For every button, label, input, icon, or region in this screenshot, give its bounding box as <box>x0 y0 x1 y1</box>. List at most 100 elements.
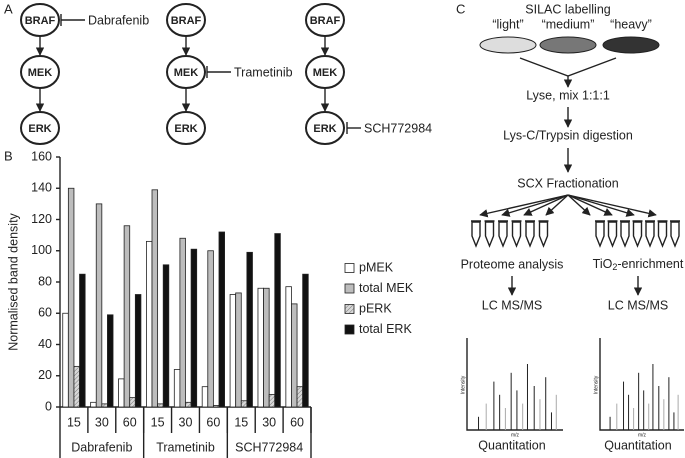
panel-c: SILAC labelling “light” “medium” “heavy”… <box>460 2 684 452</box>
y-tick-label: 20 <box>38 368 52 382</box>
spectrum-axes <box>599 338 684 431</box>
bar <box>263 287 270 408</box>
bar <box>107 314 114 408</box>
bar <box>123 225 131 408</box>
result: Quantitation <box>478 438 545 452</box>
bar <box>268 394 276 408</box>
x-tick-label: 15 <box>151 415 165 429</box>
ms: LC MS/MS <box>482 298 542 312</box>
dish <box>602 36 660 54</box>
bar <box>179 237 186 408</box>
inhibitor: SCH772984 <box>364 121 432 135</box>
bar <box>218 231 225 408</box>
bar <box>157 403 164 408</box>
node-label: BRAF <box>310 15 341 27</box>
tube <box>595 220 605 248</box>
y-tick-label: 100 <box>31 243 52 257</box>
x-tick-label: 30 <box>262 415 276 429</box>
bar <box>101 403 108 408</box>
node <box>305 111 345 145</box>
spectrum-y-label: Intensity <box>460 375 466 394</box>
tube <box>620 220 630 248</box>
tube <box>525 220 535 248</box>
bar <box>73 365 80 408</box>
tube <box>607 220 618 248</box>
node-label: MEK <box>28 67 53 79</box>
arrow <box>523 194 569 216</box>
node <box>20 111 60 145</box>
node-label: MEK <box>174 67 199 79</box>
bar <box>118 378 125 408</box>
result: Quantitation <box>604 438 671 452</box>
bar <box>201 386 209 408</box>
tube <box>632 220 643 248</box>
x-tick-label: 15 <box>234 415 248 429</box>
y-tick-label: 0 <box>45 399 52 413</box>
x-tick-label: 30 <box>179 415 193 429</box>
y-tick-label: 40 <box>38 337 52 351</box>
bar <box>240 400 248 408</box>
bar <box>285 286 292 408</box>
group-label: Dabrafenib <box>71 440 132 454</box>
tubes <box>471 220 680 248</box>
arrow <box>545 194 569 216</box>
arrow <box>567 194 657 218</box>
tube <box>511 220 522 248</box>
bar <box>79 273 86 408</box>
bar <box>257 287 264 408</box>
branch: Proteome analysis <box>461 257 564 271</box>
y-tick-label: 120 <box>31 212 52 226</box>
dish <box>479 36 537 54</box>
spectrum-axes <box>466 338 563 431</box>
panel-label: C <box>456 1 465 16</box>
bar <box>134 294 142 408</box>
x-tick-label: 60 <box>290 415 304 429</box>
bar <box>90 401 97 408</box>
legend-swatch <box>344 304 355 314</box>
label: “heavy” <box>610 17 652 31</box>
ms: LC MS/MS <box>608 298 668 312</box>
merge-lines <box>519 57 617 77</box>
bar <box>229 294 237 408</box>
x-tick-label: 60 <box>123 415 137 429</box>
tube <box>484 220 495 248</box>
bar <box>207 250 214 408</box>
step: Lyse, mix 1:1:1 <box>526 88 610 102</box>
bar <box>302 273 309 408</box>
bar <box>173 369 181 408</box>
inhibitor: Trametinib <box>234 65 293 79</box>
node-label: ERK <box>28 123 51 135</box>
y-tick-label: 160 <box>31 149 52 163</box>
bar <box>151 189 159 408</box>
bar <box>212 405 220 408</box>
node-label: BRAF <box>171 15 202 27</box>
group-label: SCH772984 <box>235 440 303 454</box>
bar <box>146 240 153 408</box>
spectrum-x-label: m/z <box>638 432 647 438</box>
y-axis-label: Normalised band density <box>6 212 20 350</box>
bar <box>67 187 75 408</box>
tube <box>657 220 668 248</box>
tube <box>670 220 680 248</box>
tube <box>498 220 508 248</box>
legend-label: pMEK <box>359 260 394 274</box>
label: “light” <box>492 17 523 31</box>
bar <box>274 233 281 408</box>
branch-text: -enrichment <box>617 257 684 271</box>
bar <box>129 397 136 408</box>
node-label: BRAF <box>25 15 56 27</box>
branch-text: TiO <box>593 257 613 271</box>
panel-label: B <box>4 148 13 163</box>
y-tick-label: 80 <box>38 274 52 288</box>
arrow <box>567 194 613 216</box>
node <box>166 111 206 145</box>
panel-a: BRAF MEK ERK Dabrafenib BRAF MEK ERK Trametinib… <box>20 3 432 145</box>
y-tick-label: 60 <box>38 306 52 320</box>
arrow <box>567 194 591 216</box>
branch-sub: 2 <box>612 262 617 272</box>
legend-swatch <box>344 324 355 335</box>
spectrum-y-label: Intensity <box>593 375 599 394</box>
bar <box>190 248 198 408</box>
legend-swatch <box>344 283 355 294</box>
